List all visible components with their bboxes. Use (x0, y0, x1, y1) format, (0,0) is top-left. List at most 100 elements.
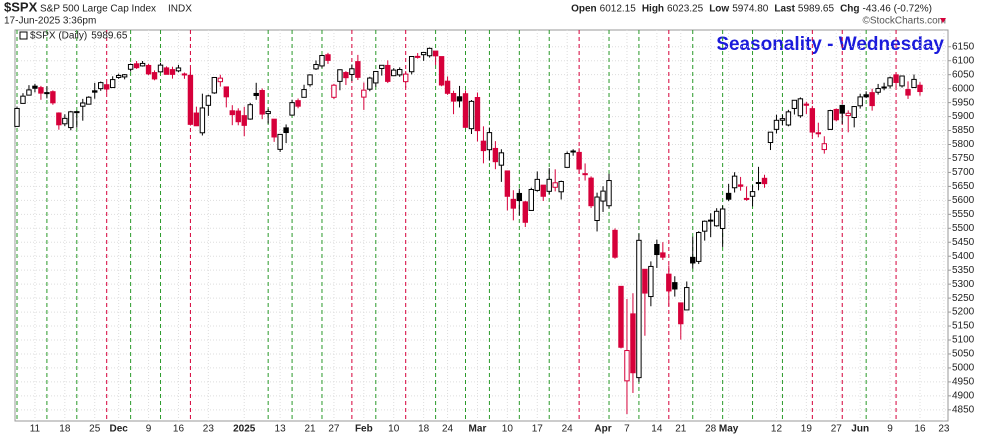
y-tick-label: 5100 (952, 335, 975, 346)
candle-body (26, 89, 32, 96)
candle-body (403, 73, 409, 83)
candle-body (743, 197, 750, 200)
candle-body (636, 239, 642, 379)
quote-value: 6012.15 (600, 4, 637, 15)
candle-body (253, 92, 259, 97)
candle-body (696, 232, 702, 262)
x-tick-label: 25 (89, 424, 101, 435)
candle-body (749, 191, 756, 197)
candle-body (534, 178, 540, 191)
candle-body (881, 86, 887, 89)
candle-body (157, 64, 164, 73)
x-tick-label: 18 (418, 424, 430, 435)
y-tick-label: 6100 (952, 55, 975, 66)
candle-body (684, 287, 690, 311)
quote-label: High (642, 4, 664, 15)
candle-body (80, 102, 86, 107)
y-tick-label: 5450 (952, 237, 975, 248)
candle-body (265, 110, 271, 115)
candle-body (917, 84, 923, 93)
candle-body (648, 265, 654, 298)
quote-value: 6023.25 (667, 4, 704, 15)
candle-body (217, 77, 224, 83)
candle-body (229, 110, 235, 116)
x-tick-label: 27 (831, 424, 843, 435)
x-tick-label: 18 (59, 424, 71, 435)
candle-body (414, 55, 421, 58)
y-tick-label: 5650 (952, 181, 975, 192)
candle-body (337, 69, 343, 82)
x-tick-label: 13 (275, 424, 287, 435)
candle-body (325, 54, 331, 61)
y-tick-label: 5500 (952, 223, 975, 234)
candle-body (606, 180, 612, 207)
x-tick-label: Jun (851, 424, 869, 435)
candle-body (187, 74, 194, 125)
candle-body (540, 184, 546, 197)
candle-body (815, 132, 822, 135)
y-tick-label: 5850 (952, 125, 975, 136)
candle-body (678, 302, 684, 325)
x-tick-label: 16 (173, 424, 185, 435)
candle-body (38, 87, 44, 94)
candle-body (355, 61, 361, 78)
candle-body (791, 99, 798, 109)
candle-body (504, 170, 511, 197)
candle-body (259, 90, 265, 115)
y-tick-label: 5750 (952, 153, 975, 164)
candle-body (20, 95, 26, 104)
x-tick-label: 28 (705, 424, 717, 435)
candle-body (785, 111, 792, 126)
candle-body (761, 177, 768, 185)
candle-body (271, 118, 277, 138)
candle-body (552, 182, 558, 188)
candle-body (666, 273, 672, 292)
candle-body (86, 96, 92, 105)
candle-body (869, 92, 875, 107)
x-tick-label: 21 (675, 424, 687, 435)
x-tick-label: 19 (801, 424, 813, 435)
y-tick-label: 5350 (952, 265, 975, 276)
candle-body (725, 192, 732, 200)
candle-body (624, 350, 630, 382)
candle-body (438, 56, 445, 86)
x-tick-label: 12 (771, 424, 783, 435)
candle-body (660, 252, 666, 258)
candle-body (690, 256, 696, 264)
x-tick-label: May (719, 424, 739, 435)
candle-body (379, 64, 385, 69)
candle-body (151, 72, 158, 80)
candle-body (62, 117, 68, 125)
candle-body (14, 107, 20, 127)
candle-body (397, 69, 403, 76)
candle-body (899, 75, 905, 87)
x-tick-label: 27 (328, 424, 340, 435)
timestamp: 17-Jun-2025 3:36pm (4, 16, 96, 27)
candle-body (630, 313, 636, 374)
candle-body (827, 110, 833, 130)
candle-body (654, 244, 660, 256)
y-tick-label: 5050 (952, 349, 975, 360)
x-tick-label: 9 (887, 424, 893, 435)
candle-body (175, 67, 182, 72)
candle-body (420, 51, 427, 56)
candle-body (486, 132, 493, 151)
x-tick-label: 21 (304, 424, 316, 435)
candle-body (145, 64, 152, 75)
y-tick-label: 4900 (952, 391, 975, 402)
candle-body (731, 175, 738, 189)
x-tick-label: 2025 (233, 424, 256, 435)
candle-body (779, 118, 786, 121)
candle-body (211, 76, 218, 94)
candle-body (426, 47, 433, 57)
plot-frame (14, 29, 949, 422)
candle-body (773, 119, 780, 130)
candle-body (205, 95, 212, 106)
candle-body (391, 69, 397, 77)
candle-body (600, 190, 606, 202)
candle-body (588, 177, 594, 207)
x-tick-label: Mar (469, 424, 487, 435)
candle-body (367, 77, 373, 90)
candle-body (737, 184, 744, 187)
candle-body (68, 111, 74, 129)
